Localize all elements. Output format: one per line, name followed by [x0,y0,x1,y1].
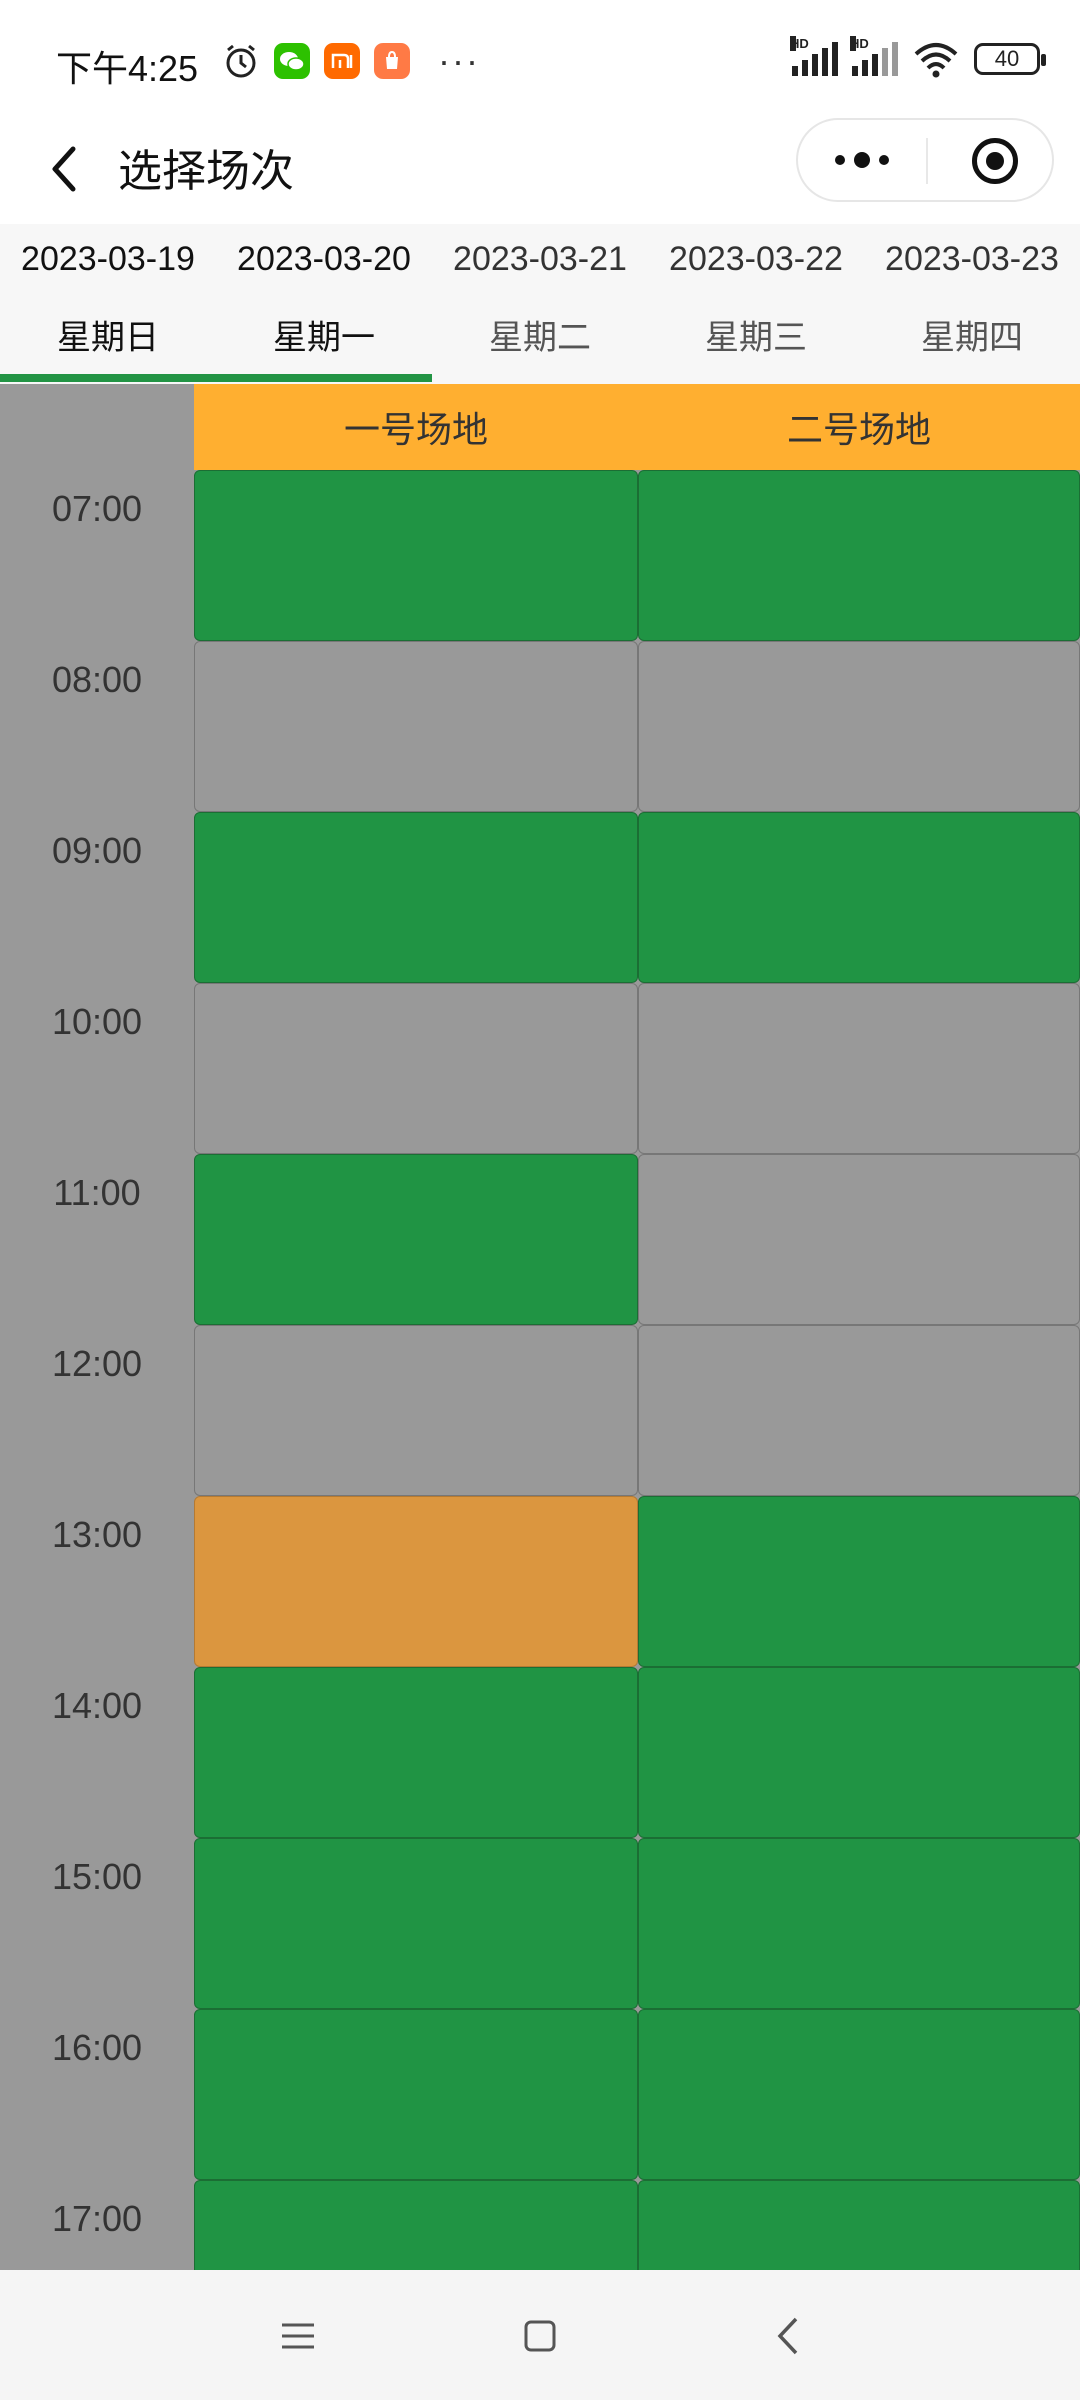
time-slot-available[interactable] [194,812,638,983]
back-button[interactable] [34,134,94,204]
court-header: 一号场地 [194,384,638,470]
dot-icon [879,155,889,165]
chevron-left-icon [52,146,76,192]
time-slot-available[interactable] [638,470,1080,641]
time-slot-available[interactable] [638,2180,1080,2270]
date-tab-date: 2023-03-23 [885,240,1059,278]
status-bar: 下午4:25 ··· HD HD [0,0,1080,120]
time-slot-booked [638,641,1080,812]
schedule-grid: 07:00 08:00 09:00 10:00 11:00 12:00 13:00 14:00… [0,384,1080,2270]
capsule-divider [926,138,928,184]
time-label: 13:00 [51,1514,143,1555]
time-label: 14:00 [51,1685,143,1726]
time-column: 07:00 08:00 09:00 10:00 11:00 12:00 13:00 14:00… [0,384,194,2270]
recent-apps-button[interactable] [268,2306,328,2366]
mi-store-icon [374,43,410,79]
time-slot-available[interactable] [638,1496,1080,1667]
time-label: 16:00 [51,2027,143,2068]
date-tab[interactable]: 2023-03-19 星期日 [0,224,216,384]
time-slot-booked [194,641,638,812]
time-slot-booked [638,983,1080,1154]
time-slot-booked [638,1154,1080,1325]
close-miniprogram-button[interactable] [972,138,1018,184]
date-tab[interactable]: 2023-03-20 星期一 [216,224,432,384]
time-slot-available[interactable] [638,812,1080,983]
date-tab-weekday: 星期三 [705,319,807,357]
date-tab[interactable]: 2023-03-22 星期三 [648,224,864,384]
time-label: 07:00 [51,488,143,529]
time-slot-booked [638,1325,1080,1496]
date-tab-weekday: 星期日 [57,319,159,357]
date-tab[interactable]: 2023-03-23 星期四 [864,224,1080,384]
miniprogram-capsule [796,118,1054,202]
time-slot-available[interactable] [638,1667,1080,1838]
time-label: 15:00 [51,1856,143,1897]
date-tab-date: 2023-03-21 [453,240,627,278]
time-label: 09:00 [51,830,143,871]
wechat-icon [274,43,310,79]
time-slot-available[interactable] [194,2009,638,2180]
wifi-icon [914,43,958,78]
menu-icon [282,2323,314,2349]
battery-icon: 40 [974,43,1046,75]
more-menu-button[interactable] [798,120,926,200]
time-slot-available[interactable] [194,1667,638,1838]
time-label: 08:00 [51,659,143,700]
date-tab-weekday: 星期二 [489,319,591,357]
time-slot-booked [194,1325,638,1496]
court-header: 二号场地 [638,384,1080,470]
date-tab-date: 2023-03-22 [669,240,843,278]
square-icon [524,2320,556,2352]
time-slot-booked [194,983,638,1154]
date-tab[interactable]: 2023-03-21 星期二 [432,224,648,384]
chevron-left-icon [777,2317,798,2355]
dot-icon [835,155,845,165]
system-back-button[interactable] [758,2306,818,2366]
active-tab-indicator [0,374,432,382]
alarm-icon [226,44,256,78]
mi-icon [324,43,360,79]
system-nav-bar [0,2270,1080,2400]
time-slot-available[interactable] [638,2009,1080,2180]
date-tabs: 2023-03-19 星期日 2023-03-20 星期一 2023-03-21 星期二 2… [0,224,1080,384]
notification-icons: ··· [222,40,480,82]
time-slot-available[interactable] [194,2180,638,2270]
target-icon [986,152,1004,170]
dot-icon [854,152,870,168]
status-time: 下午4:25 [56,48,199,89]
time-slot-selected[interactable] [194,1496,638,1667]
status-right: HD HD 40 [790,36,1046,78]
more-notifications-icon: ··· [438,40,480,81]
home-button[interactable] [510,2306,570,2366]
page-title: 选择场次 [118,147,294,196]
date-tab-weekday: 星期一 [273,319,375,357]
signal-1-icon: HD [790,36,838,76]
time-label: 11:00 [53,1172,141,1213]
date-tab-date: 2023-03-19 [21,240,195,278]
time-label: 10:00 [51,1001,143,1042]
time-slot-available[interactable] [194,1838,638,2009]
time-label: 12:00 [51,1343,143,1384]
time-label: 17:00 [51,2198,143,2239]
time-slot-available[interactable] [194,1154,638,1325]
signal-2-icon: HD [850,36,898,76]
time-slot-available[interactable] [638,1838,1080,2009]
time-slot-available[interactable] [194,470,638,641]
date-tab-date: 2023-03-20 [237,240,411,278]
date-tab-weekday: 星期四 [921,319,1023,357]
